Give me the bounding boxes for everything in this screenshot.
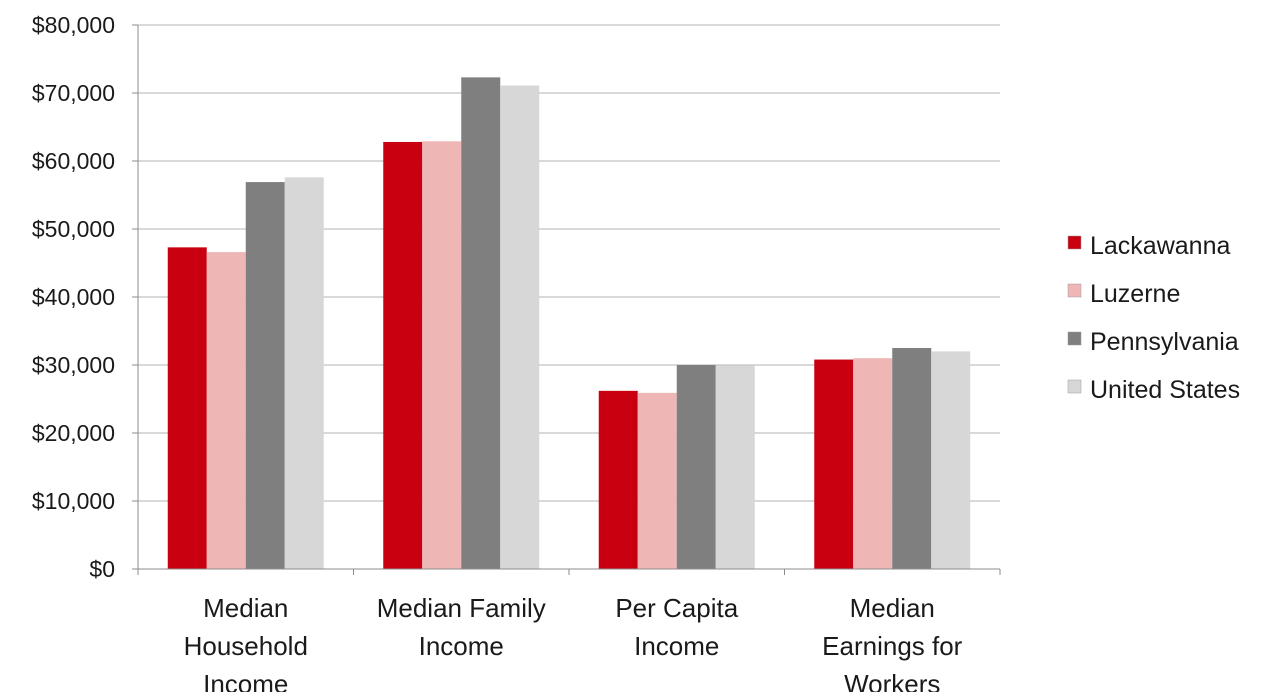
- axes: $0 $10,000 $20,000 $30,000 $40,000 $50,000 $60…: [32, 12, 1001, 697]
- x-category-label: Median: [203, 593, 288, 623]
- bar-pennsylvania: [676, 365, 716, 569]
- bar-pennsylvania: [461, 77, 501, 570]
- x-category-label: Per Capita: [615, 593, 738, 623]
- y-tick-label: $50,000: [32, 216, 115, 242]
- legend-label: United States: [1090, 376, 1240, 404]
- legend-label: Pennsylvania: [1090, 328, 1239, 356]
- legend-swatch: [1067, 379, 1082, 394]
- x-category-label: Income: [419, 631, 504, 661]
- bar-lackawanna: [383, 141, 423, 569]
- y-tick-label: $30,000: [32, 352, 115, 378]
- bar-luzerne: [422, 141, 462, 569]
- y-tick-label: $40,000: [32, 284, 115, 310]
- x-category-label: Household: [184, 631, 308, 661]
- bar-united-states: [931, 351, 971, 569]
- x-category-label: Earnings for: [822, 631, 963, 661]
- legend-label: Luzerne: [1090, 280, 1180, 308]
- bar-luzerne: [637, 392, 677, 569]
- legend: Lackawanna Luzerne Pennsylvania United Stat…: [1067, 232, 1240, 404]
- bars: [167, 77, 971, 570]
- y-tick-label: $80,000: [32, 12, 115, 38]
- y-tick-label: $60,000: [32, 148, 115, 174]
- legend-label: Lackawanna: [1090, 232, 1230, 260]
- bar-pennsylvania: [892, 348, 932, 569]
- x-category-label: Median Family: [377, 593, 546, 623]
- y-tick-label: $0: [89, 556, 115, 582]
- bar-united-states: [284, 177, 324, 569]
- y-tick-label: $20,000: [32, 420, 115, 446]
- y-tick-label: $70,000: [32, 80, 115, 106]
- bar-lackawanna: [598, 390, 638, 569]
- bar-lackawanna: [167, 247, 207, 570]
- x-category-label: Workers: [844, 669, 940, 692]
- bar-luzerne: [206, 252, 246, 569]
- bar-lackawanna: [814, 359, 854, 569]
- bar-united-states: [715, 365, 755, 569]
- legend-swatch: [1067, 331, 1082, 346]
- x-category-label: Income: [203, 669, 288, 692]
- y-tick-label: $10,000: [32, 488, 115, 514]
- x-category-label: Median: [850, 593, 935, 623]
- legend-swatch: [1067, 235, 1082, 250]
- bar-united-states: [500, 85, 540, 570]
- bar-luzerne: [853, 358, 893, 569]
- bar-pennsylvania: [245, 182, 285, 569]
- legend-swatch: [1067, 283, 1082, 298]
- x-category-label: Income: [634, 631, 719, 661]
